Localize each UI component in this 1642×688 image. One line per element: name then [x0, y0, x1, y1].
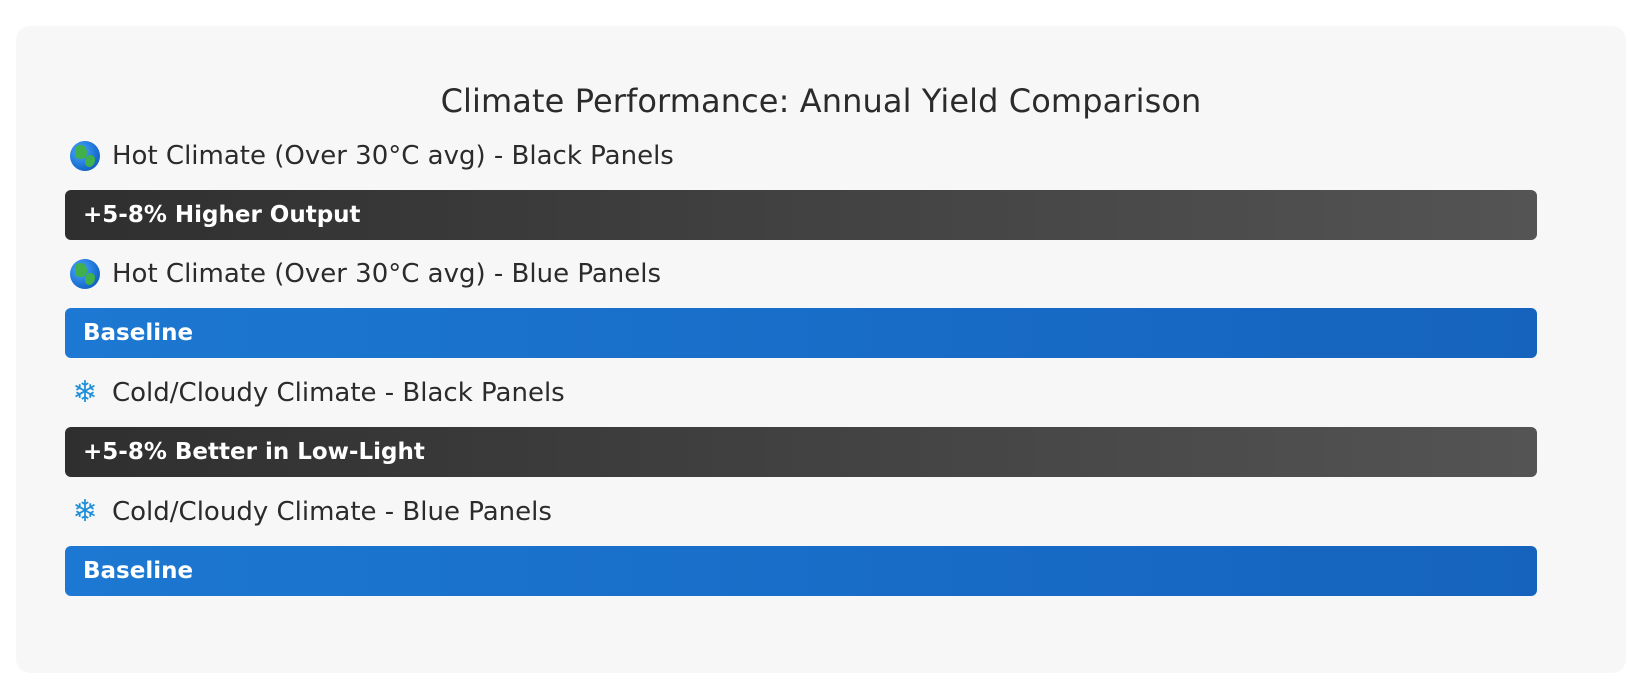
bar-track: Baseline: [65, 546, 1537, 596]
bar: +5-8% Better in Low-Light: [65, 427, 1537, 477]
bar: Baseline: [65, 546, 1537, 596]
bar-label-row: Hot Climate (Over 30°C avg) - Black Pane…: [50, 136, 1590, 176]
bar: Baseline: [65, 308, 1537, 358]
bar-row: ❄ Cold/Cloudy Climate - Black Panels +5-…: [50, 373, 1590, 477]
snowflake-icon: ❄: [72, 375, 98, 410]
bar-track: +5-8% Higher Output: [65, 190, 1537, 240]
bar-label: Cold/Cloudy Climate - Blue Panels: [112, 497, 552, 527]
bar-label: Hot Climate (Over 30°C avg) - Blue Panel…: [112, 259, 662, 289]
snowflake-icon: ❄: [72, 494, 98, 529]
bar: +5-8% Higher Output: [65, 190, 1537, 240]
bar-value-label: Baseline: [83, 320, 194, 346]
globe-icon: [70, 259, 100, 289]
bar-value-label: Baseline: [83, 558, 194, 584]
bar-row: Hot Climate (Over 30°C avg) - Blue Panel…: [50, 254, 1590, 358]
bar-row: Hot Climate (Over 30°C avg) - Black Pane…: [50, 136, 1590, 240]
globe-icon: [70, 141, 100, 171]
bar-track: Baseline: [65, 308, 1537, 358]
bar-row: ❄ Cold/Cloudy Climate - Blue Panels Base…: [50, 492, 1590, 596]
bar-label: Cold/Cloudy Climate - Black Panels: [112, 378, 565, 408]
bar-value-label: +5-8% Better in Low-Light: [83, 439, 425, 465]
bar-value-label: +5-8% Higher Output: [83, 202, 361, 228]
chart-card: Climate Performance: Annual Yield Compar…: [16, 26, 1626, 673]
bar-label-row: ❄ Cold/Cloudy Climate - Blue Panels: [50, 492, 1590, 532]
bar-label-row: ❄ Cold/Cloudy Climate - Black Panels: [50, 373, 1590, 413]
bar-label-row: Hot Climate (Over 30°C avg) - Blue Panel…: [50, 254, 1590, 294]
bar-label: Hot Climate (Over 30°C avg) - Black Pane…: [112, 141, 674, 171]
bar-track: +5-8% Better in Low-Light: [65, 427, 1537, 477]
chart-title: Climate Performance: Annual Yield Compar…: [440, 82, 1202, 120]
